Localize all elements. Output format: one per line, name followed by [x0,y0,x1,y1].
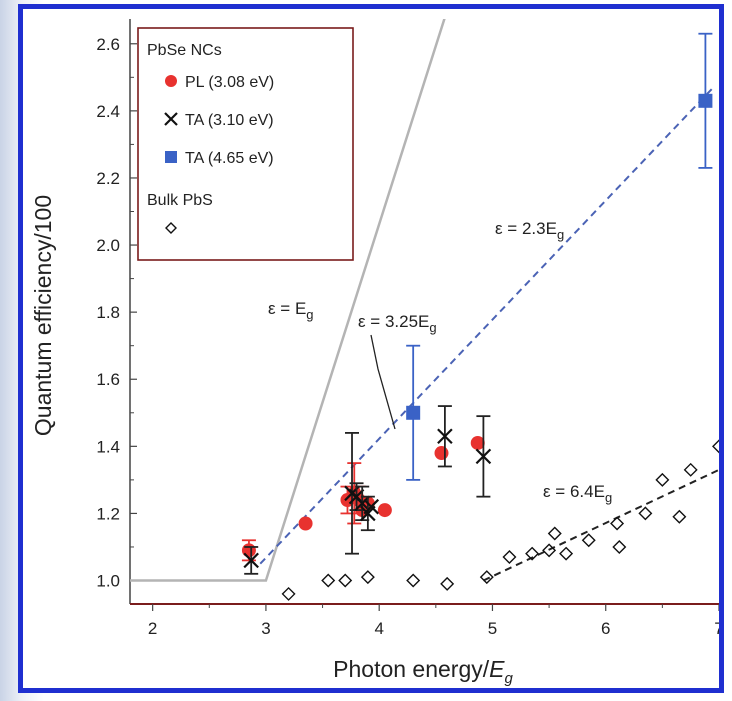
y-tick-label: 2.6 [96,35,120,54]
ta-cross-stroke [437,428,453,445]
bulk-diamond-point [479,570,494,585]
bulk-diamond-point [338,573,353,588]
scatter-chart: 1.0 1.2 1.4 1.6 1.8 2.0 2.2 2.4 2.6 2 3 4 5 6 7 Photon … [30,19,719,687]
x-tick-label: 6 [601,619,610,638]
y-tick-label: 1.6 [96,370,120,389]
ta-square-point [698,93,713,108]
x-tick-label: 7 [714,619,719,638]
legend-group-title: PbSe NCs [147,42,222,59]
legend-entry-label: TA (3.10 eV) [185,112,274,129]
bulk-diamond-point [406,573,421,588]
bulk-diamond-point [610,516,625,531]
ta-cross-stroke [243,552,259,569]
bulk-diamond-point [321,573,336,588]
series-cross [243,405,492,575]
pl-point [377,503,392,518]
x-axis-title: Photon energy/Eg [333,656,513,687]
series-diamond [281,439,719,601]
x-tick-label: 2 [148,619,157,638]
x-axis-title-sub: g [505,670,514,687]
ta-cross-stroke [475,448,492,465]
bulk-diamond-point [502,550,517,565]
line-label-text: ε = 2.3E [495,219,557,238]
model-line [482,468,719,582]
axes: 1.0 1.2 1.4 1.6 1.8 2.0 2.2 2.4 2.6 2 3 4 5 6 7 Photon … [30,19,719,687]
y-tick-label: 2.0 [96,236,120,255]
bulk-diamond-point [712,439,719,454]
bulk-diamond-point [165,222,177,234]
legend-group-title: Bulk PbS [147,192,213,209]
bulk-diamond-point [655,472,670,487]
bulk-diamond-point [440,576,455,591]
line-label-sub: g [605,490,612,505]
x-tick-label: 5 [488,619,497,638]
y-tick-label: 2.4 [96,102,120,121]
pl-point [241,543,256,558]
bulk-diamond-point [672,509,687,524]
y-tick-label: 1.8 [96,303,120,322]
bulk-diamond-point [525,546,540,561]
bulk-diamond-point [559,546,574,561]
line-label-sub: g [429,320,436,335]
pl-point [298,516,313,531]
y-tick-label: 1.0 [96,572,120,591]
x-axis-title-italic: E [489,656,505,682]
figure-frame: 1.0 1.2 1.4 1.6 1.8 2.0 2.2 2.4 2.6 2 3 4 5 6 7 Photon … [18,4,724,693]
y-tick-label: 1.2 [96,504,120,523]
bulk-diamond-point [360,570,375,585]
bulk-diamond-point [542,543,557,558]
annotation-leader [370,334,396,430]
model-line [130,19,446,582]
legend-box [137,27,354,261]
pl-point [434,446,449,461]
legend-entry-label: PL (3.08 eV) [185,74,274,91]
line-label: ε = 3.25Eg [358,312,437,335]
y-axis-title: Quantum efficiency/100 [30,195,56,436]
model-lines [130,19,719,582]
x-tick-label: 4 [374,619,383,638]
bulk-diamond-point [547,526,562,541]
line-label-sub: g [306,307,313,322]
line-label-text: ε = 3.25E [358,312,429,331]
ta-square-point [406,405,421,420]
bulk-diamond-point [612,539,627,554]
legend: PbSe NCs PL (3.08 eV) TA (3.10 eV) TA (4.65… [137,27,354,261]
legend-entry-label: TA (4.65 eV) [185,150,274,167]
y-tick-label: 1.4 [96,437,120,456]
ta-cross-stroke [164,112,178,126]
bulk-diamond-point [638,506,653,521]
bulk-diamond-point [581,533,596,548]
ta-cross-stroke [363,498,380,515]
line-label-text: ε = E [268,299,306,318]
series-square [406,32,713,481]
ta-cross-stroke [354,495,370,512]
model-line [259,86,715,565]
line-label: ε = 6.4Eg [543,482,612,505]
x-tick-label: 3 [261,619,270,638]
y-tick-label: 2.2 [96,169,120,188]
data-points [241,32,719,601]
line-label-sub: g [557,227,564,242]
x-axis-title-text: Photon energy/ [333,656,490,682]
pl-point [470,435,485,450]
bulk-diamond-point [683,462,698,477]
ta-square-point [165,151,177,163]
pl-point [165,75,177,87]
line-label: ε = 2.3Eg [495,219,564,242]
bulk-diamond-point [281,586,296,601]
line-label-text: ε = 6.4E [543,482,605,501]
line-label: ε = Eg [268,299,314,322]
